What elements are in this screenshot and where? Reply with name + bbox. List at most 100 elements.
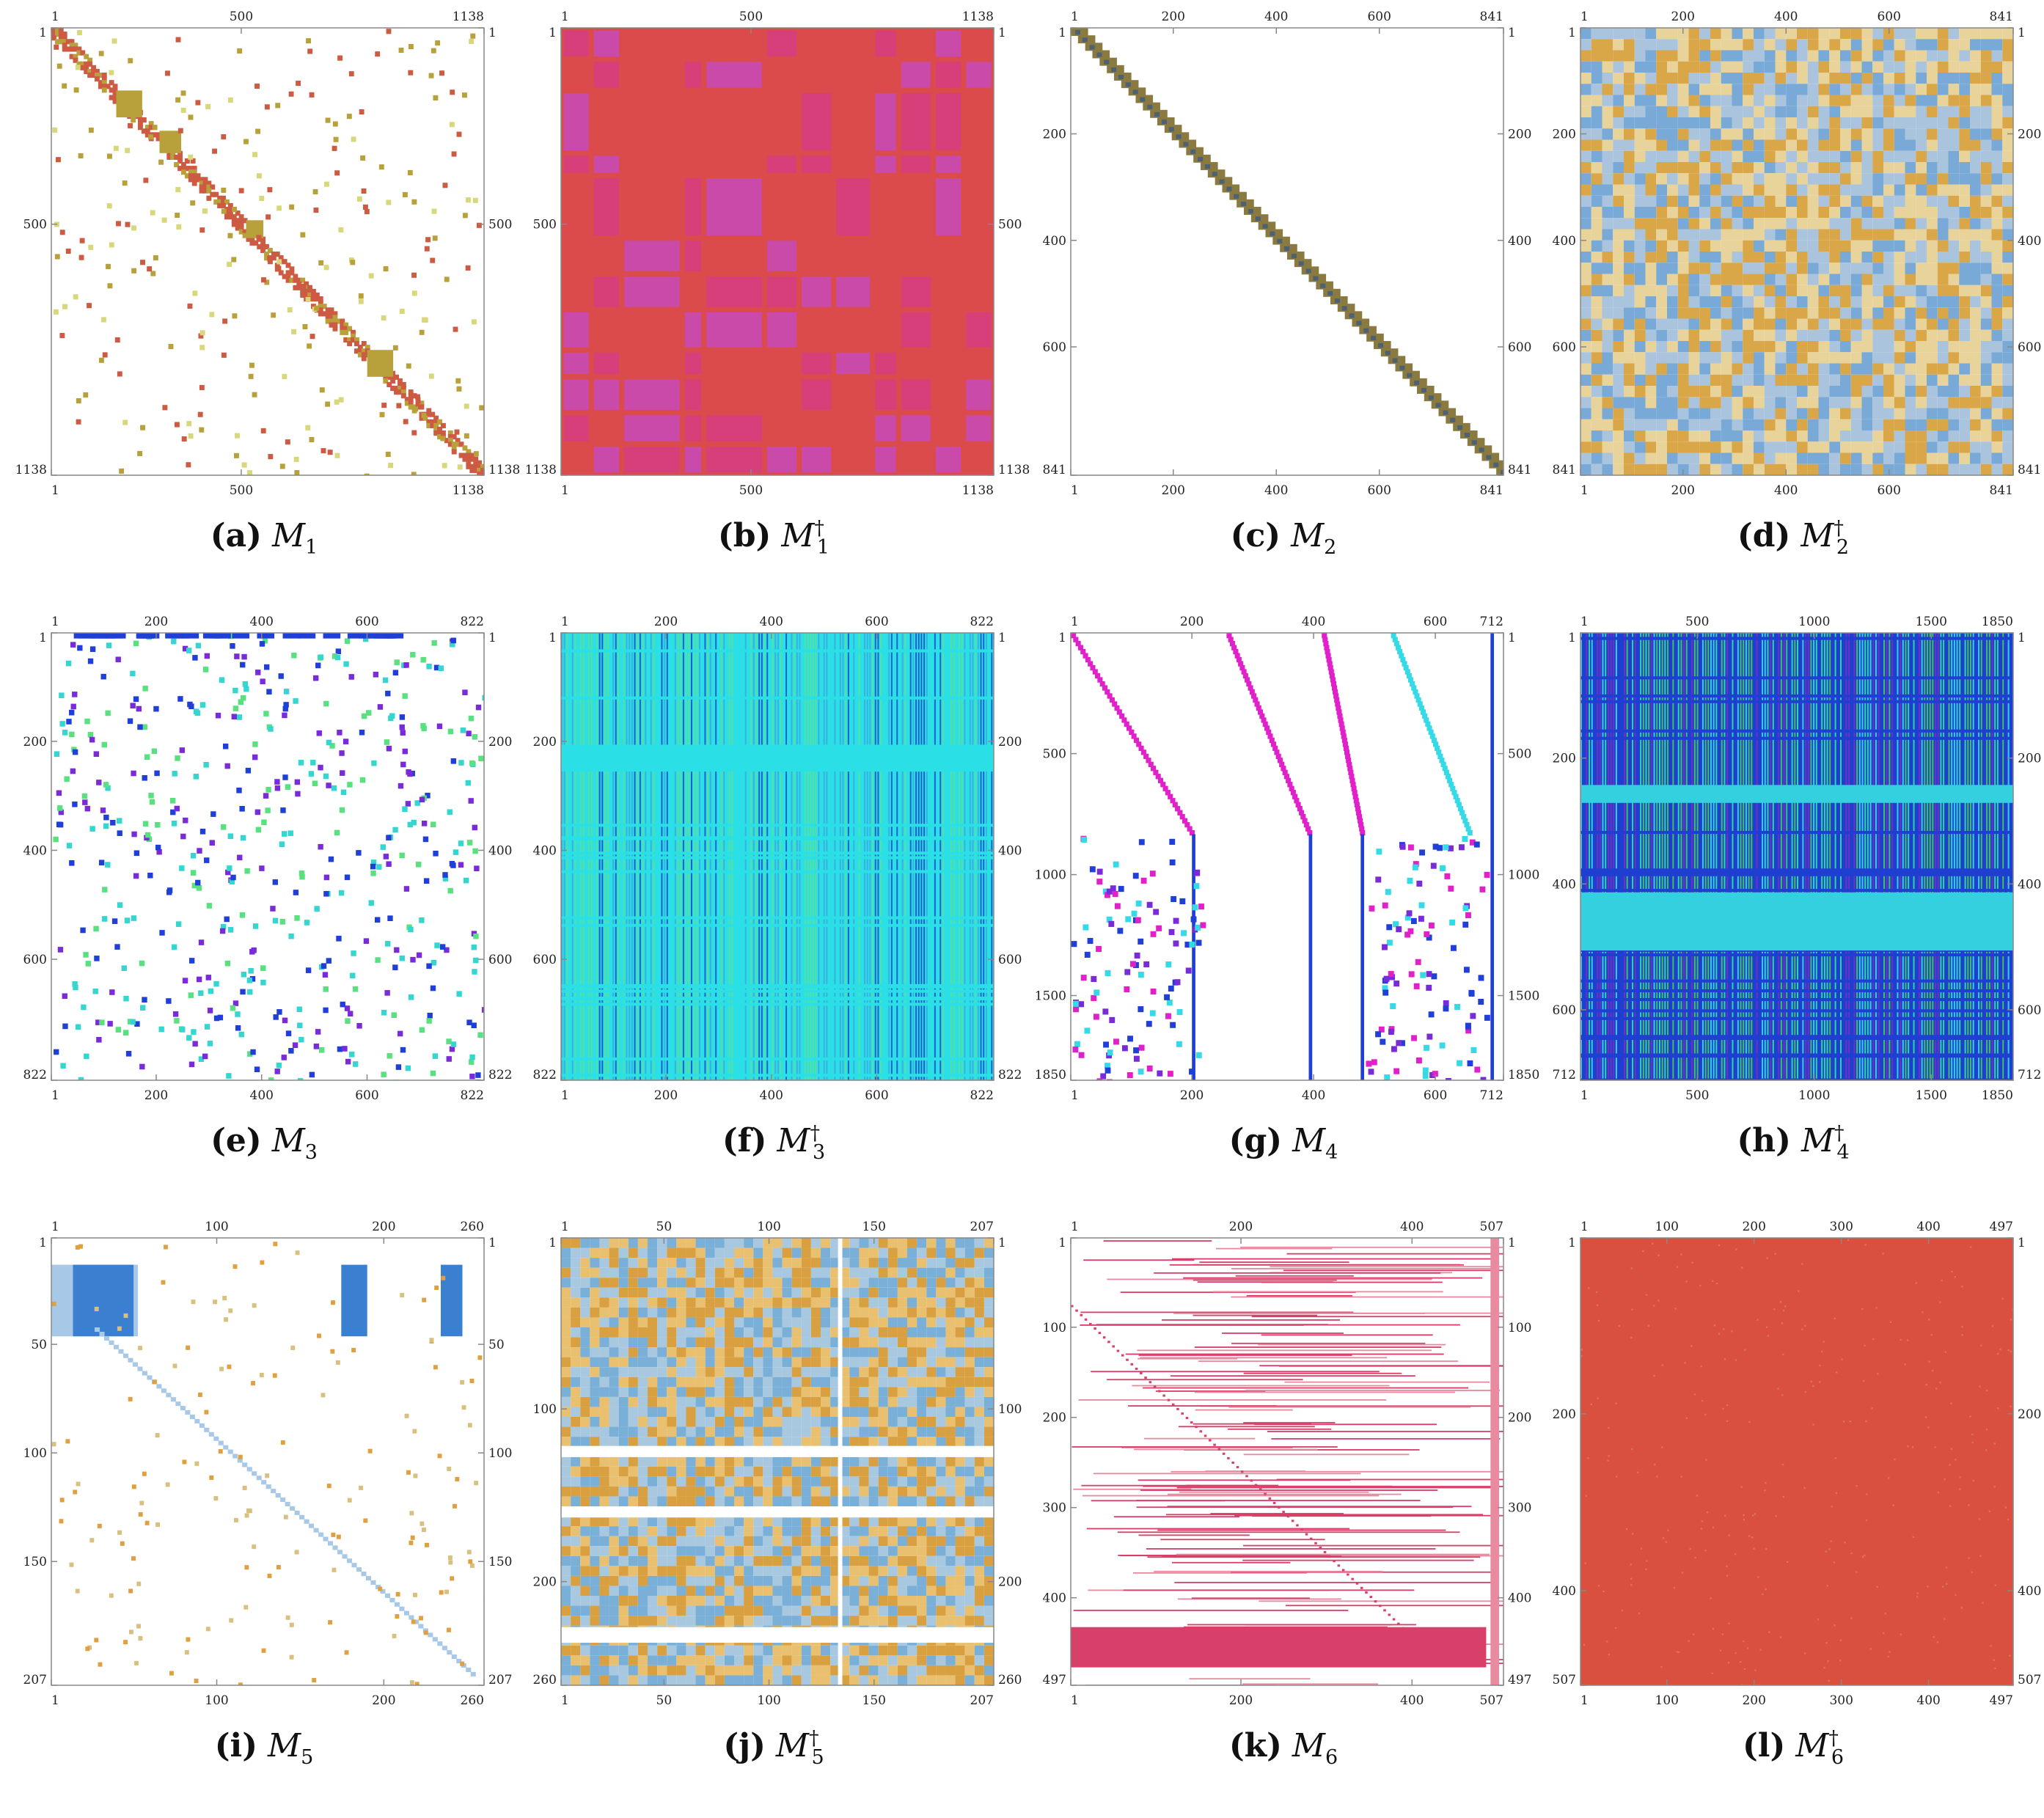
diag-cell [118, 1349, 124, 1354]
y-tick-label-left: 400 [1553, 234, 1576, 249]
cell [1872, 341, 1883, 353]
cell [1743, 207, 1754, 219]
cell [955, 1337, 965, 1348]
cell [1710, 307, 1721, 319]
y-tick-label-left: 500 [533, 218, 557, 232]
cell [1613, 352, 1624, 364]
cell [1840, 173, 1851, 185]
band-cell [1270, 231, 1275, 236]
cell [285, 270, 291, 276]
cell [1775, 408, 1787, 419]
cell [1431, 973, 1437, 980]
cell [107, 1021, 113, 1027]
cell [1699, 240, 1710, 252]
cell [1948, 296, 1960, 308]
cell [1613, 84, 1624, 95]
cell [695, 1267, 706, 1278]
cell [1894, 39, 1905, 51]
stripe [1894, 633, 1896, 1080]
band-cell [1501, 469, 1503, 474]
cell [1970, 240, 1981, 252]
cell [878, 1258, 888, 1268]
cell [878, 1267, 888, 1278]
block [875, 93, 896, 151]
cell [142, 724, 147, 730]
band-cell [1450, 417, 1456, 422]
cell [294, 915, 300, 921]
cell [1786, 252, 1797, 263]
cell [2002, 229, 2013, 241]
cell [1667, 28, 1678, 40]
cell [676, 1267, 686, 1278]
cell [1645, 307, 1657, 319]
cell [1754, 363, 1765, 375]
x-tick-label-bottom: 200 [372, 1693, 395, 1708]
cell [1743, 39, 1754, 51]
cell [419, 329, 425, 335]
cell [177, 154, 183, 160]
cell [95, 1019, 101, 1025]
cell [1850, 408, 1862, 419]
cell [590, 1267, 600, 1278]
cell [1143, 961, 1150, 967]
cell [1840, 61, 1851, 73]
curve-cell [1189, 830, 1195, 836]
stripe [1810, 633, 1812, 1080]
stripe [1621, 633, 1623, 1080]
cell [399, 955, 405, 961]
cell [1602, 374, 1613, 386]
line [1360, 834, 1365, 1080]
cell [340, 1001, 345, 1008]
cell [2002, 274, 2013, 285]
cell [1807, 139, 1819, 151]
cell [227, 261, 232, 268]
cell [462, 213, 468, 219]
cell [1807, 363, 1819, 375]
cell [137, 450, 143, 457]
cell [411, 472, 417, 475]
cell [1937, 73, 1949, 84]
cell [422, 1297, 427, 1302]
diag-cell [466, 1667, 472, 1673]
cell [1937, 50, 1949, 62]
cell [1894, 229, 1905, 241]
cell [868, 1347, 879, 1357]
cell [229, 879, 235, 885]
cell [343, 329, 349, 335]
cell [1818, 173, 1830, 185]
cell [1861, 106, 1873, 117]
cell [311, 296, 316, 302]
cell [1107, 1049, 1113, 1056]
cell [1829, 128, 1840, 140]
cell [1818, 139, 1830, 151]
stripe [1823, 633, 1825, 1080]
cell [402, 748, 408, 755]
cell [1602, 139, 1613, 151]
cell [917, 1278, 927, 1288]
cell [246, 978, 253, 983]
cell [460, 727, 466, 733]
cell [76, 50, 82, 56]
band-cell [1305, 268, 1311, 274]
cell [1624, 117, 1635, 129]
cell [1580, 106, 1591, 117]
cell [1743, 61, 1754, 73]
cell [1710, 162, 1721, 174]
cell [224, 214, 230, 220]
cell [344, 1650, 349, 1655]
x-tick-label-top: 200 [1162, 10, 1185, 24]
cell [801, 1317, 811, 1327]
cell [240, 661, 246, 668]
cell [1850, 162, 1862, 174]
cell [419, 404, 425, 410]
cell [964, 1307, 975, 1318]
cell [734, 1327, 744, 1338]
cell [207, 1041, 213, 1047]
cell [1861, 195, 1873, 207]
cell [830, 1287, 840, 1298]
cell [1591, 408, 1602, 419]
cell [1754, 452, 1765, 464]
cell [1688, 73, 1700, 84]
cell [1688, 252, 1700, 263]
cell [131, 915, 137, 921]
